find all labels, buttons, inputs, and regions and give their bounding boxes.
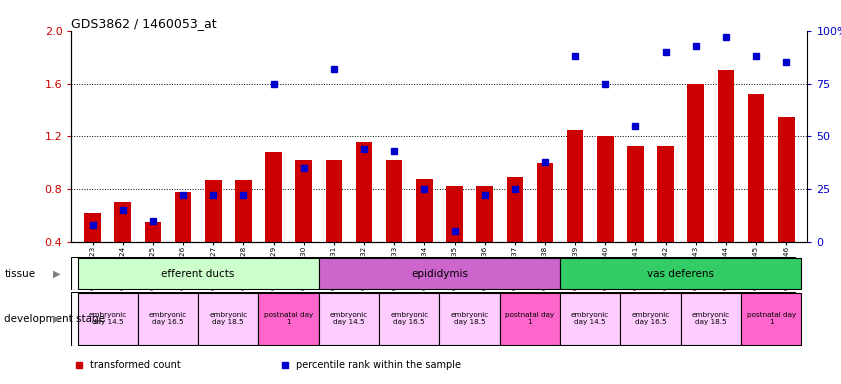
Text: efferent ducts: efferent ducts [161,268,235,279]
FancyBboxPatch shape [439,293,500,344]
Text: postnatal day
1: postnatal day 1 [264,312,313,325]
Text: embryonic
day 16.5: embryonic day 16.5 [149,312,187,325]
Bar [145,222,161,242]
Bar [356,142,373,242]
Bar [447,187,463,242]
Text: postnatal day
1: postnatal day 1 [747,312,796,325]
Text: embryonic
day 14.5: embryonic day 14.5 [88,312,127,325]
Text: embryonic
day 18.5: embryonic day 18.5 [209,312,247,325]
Text: embryonic
day 16.5: embryonic day 16.5 [390,312,428,325]
Bar [205,180,221,242]
Text: postnatal day
1: postnatal day 1 [505,312,554,325]
Text: embryonic
day 18.5: embryonic day 18.5 [451,312,489,325]
Bar [567,130,584,242]
Bar [476,187,493,242]
FancyBboxPatch shape [71,257,796,290]
Bar [687,84,704,242]
Bar [506,177,523,242]
Bar [597,136,614,242]
Text: ▶: ▶ [53,314,61,324]
Text: epididymis: epididymis [411,268,468,279]
Bar [658,146,674,242]
Bar [386,160,403,242]
FancyBboxPatch shape [71,292,796,346]
Text: transformed count: transformed count [90,360,181,370]
FancyBboxPatch shape [680,293,741,344]
Bar [114,202,131,242]
FancyBboxPatch shape [379,293,439,344]
Bar [627,146,643,242]
FancyBboxPatch shape [500,293,560,344]
FancyBboxPatch shape [258,293,319,344]
FancyBboxPatch shape [560,258,801,289]
Bar [175,192,192,242]
FancyBboxPatch shape [319,293,379,344]
FancyBboxPatch shape [319,258,560,289]
FancyBboxPatch shape [621,293,680,344]
Text: development stage: development stage [4,314,105,324]
FancyBboxPatch shape [77,293,138,344]
Bar [325,160,342,242]
Bar [295,160,312,242]
Bar [748,94,764,242]
FancyBboxPatch shape [198,293,258,344]
Text: ▶: ▶ [53,268,61,279]
Text: tissue: tissue [4,268,35,279]
Text: embryonic
day 14.5: embryonic day 14.5 [330,312,368,325]
Bar [265,152,282,242]
FancyBboxPatch shape [138,293,198,344]
Bar [778,116,795,242]
Text: embryonic
day 18.5: embryonic day 18.5 [692,312,730,325]
Bar [84,213,101,242]
Bar [537,163,553,242]
Text: GDS3862 / 1460053_at: GDS3862 / 1460053_at [71,17,217,30]
Bar [416,179,432,242]
FancyBboxPatch shape [560,293,621,344]
Text: vas deferens: vas deferens [648,268,714,279]
FancyBboxPatch shape [77,258,319,289]
FancyBboxPatch shape [741,293,801,344]
Text: percentile rank within the sample: percentile rank within the sample [296,360,461,370]
Bar [717,70,734,242]
Text: embryonic
day 14.5: embryonic day 14.5 [571,312,610,325]
Text: embryonic
day 16.5: embryonic day 16.5 [632,312,669,325]
Bar [235,180,251,242]
